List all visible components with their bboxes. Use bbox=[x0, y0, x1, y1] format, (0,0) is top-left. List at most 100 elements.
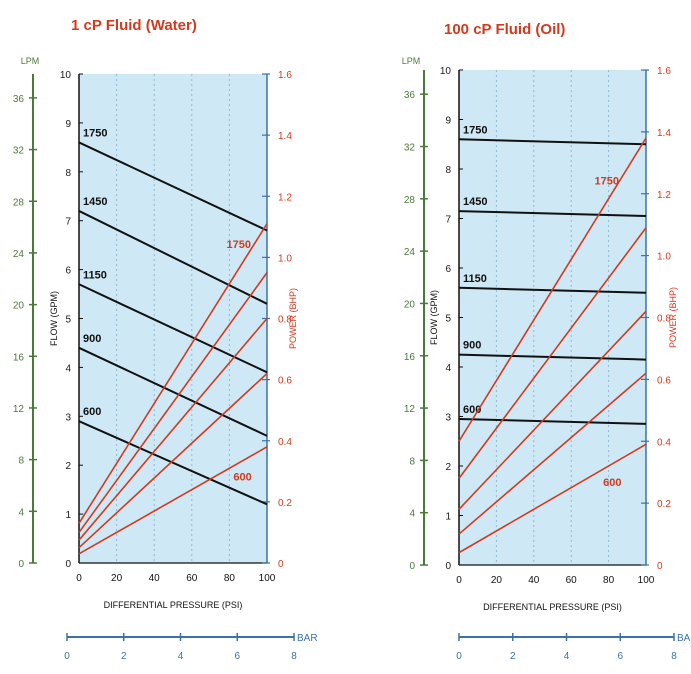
power-series-label: 1750 bbox=[594, 175, 618, 187]
bar-tick-label: 0 bbox=[456, 651, 462, 662]
x-tick-label: 100 bbox=[638, 575, 655, 586]
gpm-tick-label: 7 bbox=[445, 215, 451, 226]
power-tick-label: 1.0 bbox=[657, 252, 671, 263]
lpm-tick-label: 12 bbox=[404, 404, 416, 415]
gpm-tick-label: 3 bbox=[65, 412, 71, 423]
bar-tick-label: 8 bbox=[291, 651, 297, 662]
lpm-axis-label: LPM bbox=[402, 56, 421, 66]
power-series-label: 600 bbox=[233, 471, 251, 483]
bar-tick-label: 4 bbox=[564, 651, 570, 662]
gpm-tick-label: 4 bbox=[445, 363, 451, 374]
power-tick-label: 0.4 bbox=[657, 437, 671, 448]
x-tick-label: 80 bbox=[603, 575, 615, 586]
flow-line-900 bbox=[78, 346, 268, 437]
x-tick-label: 40 bbox=[149, 573, 161, 584]
flow-line-1750 bbox=[458, 138, 647, 146]
power-tick-label: 1.6 bbox=[278, 70, 292, 81]
flow-line-600 bbox=[78, 420, 268, 506]
x-tick-label: 80 bbox=[224, 573, 236, 584]
lpm-tick-label: 24 bbox=[13, 249, 25, 260]
gpm-tick-label: 2 bbox=[65, 461, 71, 472]
power-line-1750 bbox=[458, 137, 647, 442]
gpm-tick-label: 9 bbox=[65, 119, 71, 130]
power-tick-label: 1.6 bbox=[657, 66, 671, 77]
lpm-tick-label: 16 bbox=[13, 352, 25, 363]
bar-tick-label: 6 bbox=[617, 651, 623, 662]
lpm-tick-label: 20 bbox=[13, 301, 25, 312]
flow-line-600 bbox=[458, 417, 647, 425]
power-line-1450 bbox=[458, 227, 647, 479]
gpm-tick-label: 10 bbox=[60, 70, 72, 81]
gpm-tick-label: 1 bbox=[445, 512, 451, 523]
bar-axis-label: BAI bbox=[677, 633, 691, 644]
flow-series-label: 1450 bbox=[463, 196, 487, 208]
lpm-tick-label: 36 bbox=[13, 94, 25, 105]
gpm-tick-label: 8 bbox=[445, 165, 451, 176]
power-tick-label: 0.8 bbox=[278, 315, 292, 326]
y-axis-label: FLOW (GPM) bbox=[49, 291, 59, 346]
flow-line-1150 bbox=[78, 283, 268, 374]
power-tick-label: 0.2 bbox=[278, 498, 292, 509]
power-line-1450 bbox=[78, 272, 268, 533]
lpm-tick-label: 0 bbox=[18, 559, 24, 570]
gpm-tick-label: 0 bbox=[65, 559, 71, 570]
power-line-1750 bbox=[78, 223, 268, 524]
lpm-tick-label: 32 bbox=[13, 146, 25, 157]
bar-tick-label: 2 bbox=[510, 651, 516, 662]
lpm-tick-label: 12 bbox=[13, 404, 25, 415]
flow-series-label: 1150 bbox=[83, 269, 107, 281]
power-tick-label: 0.6 bbox=[278, 376, 292, 387]
gpm-tick-label: 2 bbox=[445, 462, 451, 473]
y2-axis-label: POWER (BHP) bbox=[668, 287, 678, 348]
lpm-tick-label: 36 bbox=[404, 90, 416, 101]
flow-line-1750 bbox=[78, 141, 268, 232]
power-tick-label: 1.0 bbox=[278, 253, 292, 264]
gpm-tick-label: 6 bbox=[445, 264, 451, 275]
x-tick-label: 20 bbox=[491, 575, 503, 586]
x-tick-label: 60 bbox=[186, 573, 198, 584]
lpm-axis-label: LPM bbox=[21, 56, 40, 66]
power-series-label: 1750 bbox=[227, 239, 251, 251]
x-tick-label: 60 bbox=[566, 575, 578, 586]
gpm-tick-label: 6 bbox=[65, 266, 71, 277]
lpm-tick-label: 20 bbox=[404, 299, 416, 310]
gpm-tick-label: 4 bbox=[65, 363, 71, 374]
lpm-tick-label: 32 bbox=[404, 143, 416, 154]
lpm-tick-label: 28 bbox=[13, 197, 25, 208]
flow-line-900 bbox=[458, 353, 647, 361]
bar-axis-label: BAR bbox=[297, 633, 318, 644]
flow-line-1450 bbox=[458, 210, 647, 218]
lpm-tick-label: 4 bbox=[409, 509, 415, 520]
lpm-tick-label: 16 bbox=[404, 352, 416, 363]
x-tick-label: 100 bbox=[259, 573, 276, 584]
power-line-600 bbox=[78, 446, 268, 555]
power-tick-label: 1.2 bbox=[278, 192, 292, 203]
power-tick-label: 0.4 bbox=[278, 437, 292, 448]
flow-series-label: 600 bbox=[83, 406, 101, 418]
bar-tick-label: 4 bbox=[178, 651, 184, 662]
lpm-tick-label: 4 bbox=[18, 507, 24, 518]
power-line-600 bbox=[458, 443, 647, 554]
lpm-tick-label: 0 bbox=[409, 561, 415, 572]
lpm-tick-label: 8 bbox=[409, 456, 415, 467]
chart-title: 100 cP Fluid (Oil) bbox=[444, 21, 565, 38]
gpm-tick-label: 10 bbox=[440, 66, 452, 77]
gpm-tick-label: 5 bbox=[65, 315, 71, 326]
bar-tick-label: 6 bbox=[234, 651, 240, 662]
power-tick-label: 0.2 bbox=[657, 499, 671, 510]
flow-series-label: 900 bbox=[83, 333, 101, 345]
gpm-tick-label: 5 bbox=[445, 314, 451, 325]
x-tick-label: 0 bbox=[76, 573, 82, 584]
bar-tick-label: 8 bbox=[671, 651, 677, 662]
x-axis-label: DIFFERENTIAL PRESSURE (PSI) bbox=[104, 600, 243, 610]
flow-series-label: 1450 bbox=[83, 196, 107, 208]
y2-axis-label: POWER (BHP) bbox=[288, 288, 298, 349]
x-tick-label: 0 bbox=[456, 575, 462, 586]
x-tick-label: 20 bbox=[111, 573, 123, 584]
power-tick-label: 0 bbox=[657, 561, 663, 572]
flow-series-label: 1150 bbox=[463, 273, 487, 285]
power-tick-label: 0.6 bbox=[657, 375, 671, 386]
gpm-tick-label: 3 bbox=[445, 413, 451, 424]
